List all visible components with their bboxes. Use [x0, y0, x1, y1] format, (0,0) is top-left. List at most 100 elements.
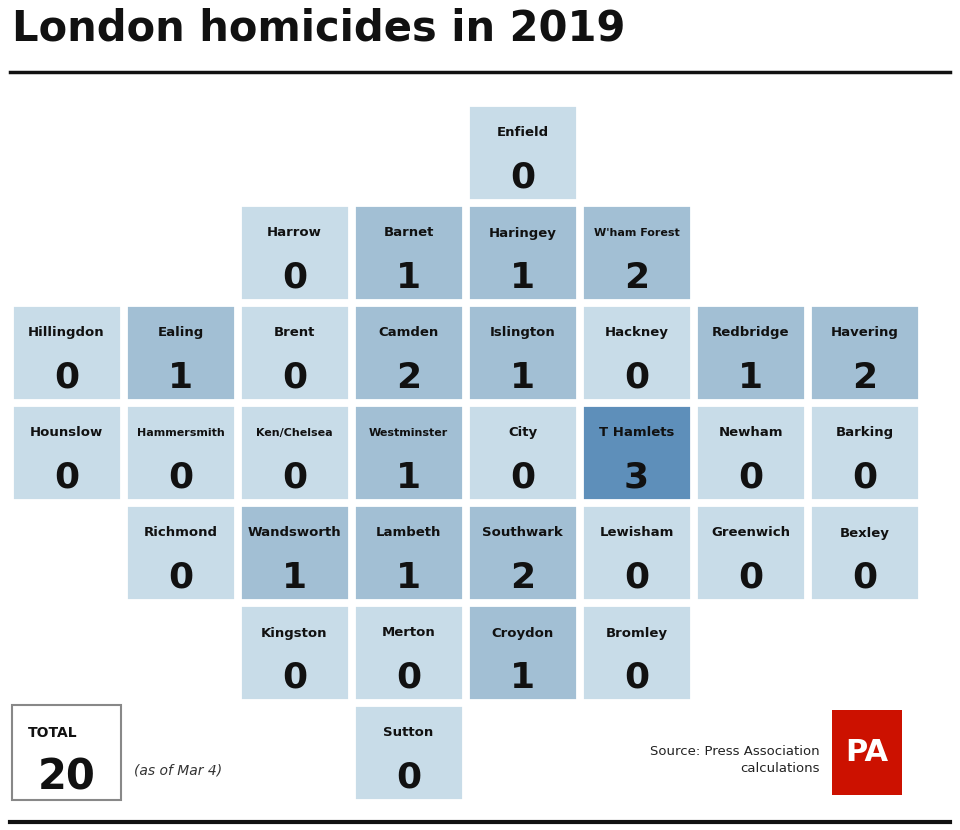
- Text: 1: 1: [168, 361, 193, 395]
- Text: (as of Mar 4): (as of Mar 4): [134, 763, 222, 777]
- Text: T Hamlets: T Hamlets: [599, 427, 674, 440]
- Bar: [582, 505, 691, 600]
- Text: 1: 1: [510, 361, 535, 395]
- Text: 0: 0: [624, 661, 649, 695]
- Text: 1: 1: [738, 361, 763, 395]
- Text: 0: 0: [282, 661, 307, 695]
- Text: 0: 0: [54, 461, 79, 495]
- Bar: [12, 305, 121, 400]
- Bar: [696, 505, 805, 600]
- Bar: [240, 305, 349, 400]
- Text: W'ham Forest: W'ham Forest: [593, 228, 680, 238]
- Bar: [696, 405, 805, 500]
- Text: Barnet: Barnet: [383, 227, 434, 240]
- Bar: [354, 605, 463, 700]
- Bar: [240, 605, 349, 700]
- Text: 0: 0: [396, 661, 421, 695]
- Text: Southwark: Southwark: [482, 526, 563, 540]
- Text: 0: 0: [168, 461, 193, 495]
- Text: 2: 2: [510, 561, 535, 595]
- Text: Hackney: Hackney: [605, 326, 668, 339]
- Text: Hounslow: Hounslow: [30, 427, 103, 440]
- Text: Kingston: Kingston: [261, 627, 327, 639]
- Text: 1: 1: [510, 261, 535, 295]
- Text: London homicides in 2019: London homicides in 2019: [12, 8, 625, 50]
- Text: 0: 0: [738, 561, 763, 595]
- Text: 0: 0: [168, 561, 193, 595]
- Bar: [354, 205, 463, 300]
- Bar: [582, 305, 691, 400]
- Text: 1: 1: [396, 261, 421, 295]
- Text: 2: 2: [852, 361, 877, 395]
- Bar: [354, 505, 463, 600]
- Text: Havering: Havering: [830, 326, 899, 339]
- Bar: [468, 505, 577, 600]
- Text: 0: 0: [282, 261, 307, 295]
- Bar: [354, 705, 463, 800]
- Text: Richmond: Richmond: [143, 526, 218, 540]
- Bar: [810, 405, 919, 500]
- Bar: [126, 505, 235, 600]
- Text: 0: 0: [738, 461, 763, 495]
- Text: Newham: Newham: [718, 427, 782, 440]
- Bar: [12, 405, 121, 500]
- Bar: [468, 605, 577, 700]
- Text: Enfield: Enfield: [496, 126, 548, 139]
- Text: Merton: Merton: [382, 627, 436, 639]
- Text: 0: 0: [54, 361, 79, 395]
- Text: Wandsworth: Wandsworth: [248, 526, 342, 540]
- Bar: [126, 405, 235, 500]
- Text: 0: 0: [624, 361, 649, 395]
- Text: 0: 0: [396, 761, 421, 795]
- Bar: [696, 305, 805, 400]
- Bar: [810, 505, 919, 600]
- Text: Croydon: Croydon: [492, 627, 554, 639]
- Text: Barking: Barking: [835, 427, 894, 440]
- Text: Westminster: Westminster: [369, 428, 448, 438]
- Text: TOTAL: TOTAL: [29, 726, 78, 740]
- Bar: [468, 205, 577, 300]
- Bar: [582, 205, 691, 300]
- Bar: [468, 305, 577, 400]
- Text: 1: 1: [282, 561, 307, 595]
- Text: 0: 0: [510, 161, 535, 195]
- Text: 3: 3: [624, 461, 649, 495]
- Text: Harrow: Harrow: [267, 227, 322, 240]
- Text: Bexley: Bexley: [840, 526, 889, 540]
- Bar: [468, 105, 577, 200]
- Text: 0: 0: [282, 461, 307, 495]
- Text: 1: 1: [510, 661, 535, 695]
- Bar: [240, 505, 349, 600]
- Text: Islington: Islington: [490, 326, 556, 339]
- Text: Camden: Camden: [378, 326, 439, 339]
- Text: Hillingdon: Hillingdon: [28, 326, 105, 339]
- Bar: [126, 305, 235, 400]
- Bar: [582, 605, 691, 700]
- Bar: [832, 710, 902, 795]
- Bar: [240, 205, 349, 300]
- Text: Haringey: Haringey: [489, 227, 557, 240]
- Text: Lambeth: Lambeth: [375, 526, 442, 540]
- Bar: [354, 405, 463, 500]
- Bar: [468, 405, 577, 500]
- Bar: [582, 405, 691, 500]
- Text: Sutton: Sutton: [383, 726, 434, 740]
- Text: PA: PA: [846, 738, 889, 767]
- Text: 1: 1: [396, 561, 421, 595]
- Text: 0: 0: [282, 361, 307, 395]
- Text: City: City: [508, 427, 537, 440]
- Bar: [810, 305, 919, 400]
- Text: 2: 2: [624, 261, 649, 295]
- Bar: [12, 705, 121, 800]
- Text: Source: Press Association
calculations: Source: Press Association calculations: [650, 745, 820, 775]
- Text: 1: 1: [396, 461, 421, 495]
- Text: Ken/Chelsea: Ken/Chelsea: [256, 428, 333, 438]
- Text: 0: 0: [852, 561, 877, 595]
- Text: Hammersmith: Hammersmith: [136, 428, 225, 438]
- Text: 0: 0: [852, 461, 877, 495]
- Text: 20: 20: [37, 757, 95, 799]
- Text: Brent: Brent: [274, 326, 315, 339]
- Text: Ealing: Ealing: [157, 326, 204, 339]
- Bar: [240, 405, 349, 500]
- Text: 2: 2: [396, 361, 421, 395]
